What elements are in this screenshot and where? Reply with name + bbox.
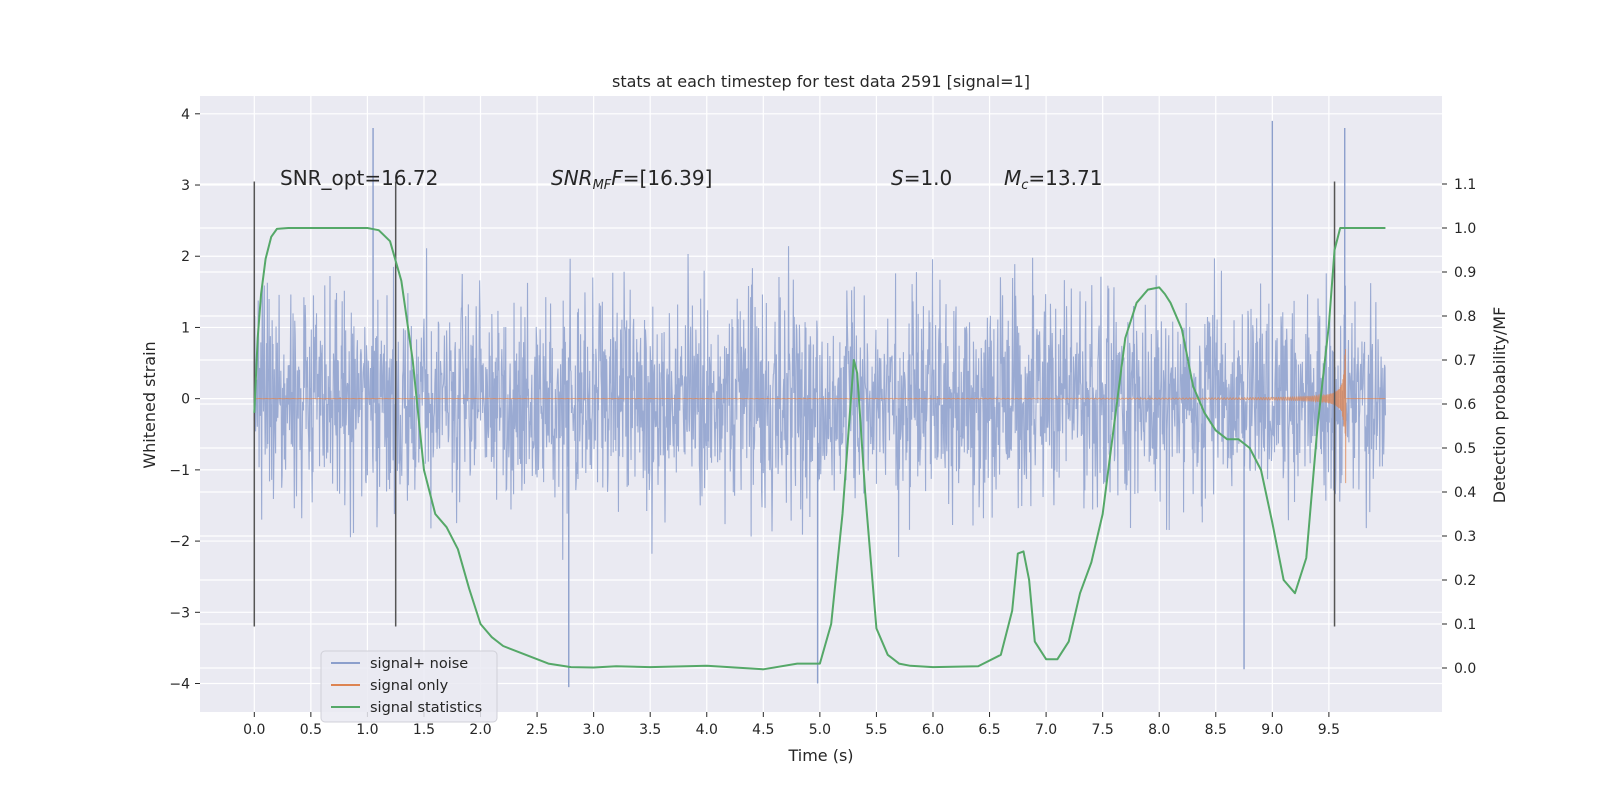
annotation-s-main: S — [891, 166, 904, 190]
x-tick-label: 3.5 — [639, 722, 661, 738]
x-tick-label: 3.0 — [583, 722, 605, 738]
annotation-snr-opt: SNR_opt=16.72 — [280, 166, 438, 190]
y2-tick-label: 0.7 — [1454, 353, 1476, 369]
y-tick-label: 2 — [181, 249, 190, 265]
chart-title: stats at each timestep for test data 259… — [612, 72, 1030, 91]
y2-tick-label: 0.3 — [1454, 529, 1476, 545]
annotation-snr-mf-sub: MF — [593, 178, 612, 193]
y-tick-label: 0 — [181, 392, 190, 408]
annotation-mc: Mc=13.71 — [1004, 166, 1102, 193]
annotation-snr-mf-value: =[16.39] — [623, 166, 713, 190]
annotation-s-value: =1.0 — [904, 166, 953, 190]
y2-tick-label: 0.1 — [1454, 617, 1476, 633]
series-signal-only — [254, 349, 1386, 484]
legend-label-signal-only: signal only — [370, 678, 449, 694]
x-tick-label: 1.5 — [413, 722, 435, 738]
y2-tick-label: 0.8 — [1454, 309, 1476, 325]
signal-plus-noise-line — [253, 246, 1386, 560]
x-tick-label: 0.0 — [243, 722, 265, 738]
y-tick-label: 3 — [181, 178, 190, 194]
y-tick-label: 1 — [181, 320, 190, 336]
y-tick-label: −4 — [169, 677, 190, 693]
y-axis-ticks: 4 3 2 1 0 −1 −2 −3 −4 — [169, 107, 200, 693]
y-tick-label: −3 — [169, 605, 190, 621]
y2-tick-label: 0.0 — [1454, 661, 1476, 677]
y2-axis-ticks: 1.1 1.0 0.9 0.8 0.7 0.6 0.5 0.4 0.3 0.2 0.1 0.0 — [1442, 177, 1476, 677]
x-tick-label: 8.5 — [1205, 722, 1227, 738]
x-tick-label: 2.0 — [469, 722, 491, 738]
y2-axis-label: Detection probability/MF — [1490, 307, 1509, 504]
x-tick-label: 5.0 — [809, 722, 831, 738]
x-tick-label: 7.5 — [1092, 722, 1114, 738]
y-axis-label: Whitened strain — [140, 341, 159, 468]
x-tick-label: 4.0 — [696, 722, 718, 738]
y2-tick-label: 1.1 — [1454, 177, 1476, 193]
x-tick-label: 9.5 — [1318, 722, 1340, 738]
legend-label-signal-plus-noise: signal+ noise — [370, 656, 468, 672]
annotation-s: S=1.0 — [891, 166, 952, 190]
signal-only-line — [254, 349, 1386, 484]
x-tick-label: 4.5 — [752, 722, 774, 738]
legend-label-signal-statistics: signal statistics — [370, 700, 482, 716]
x-tick-label: 1.0 — [356, 722, 378, 738]
x-tick-label: 7.0 — [1035, 722, 1057, 738]
y2-tick-label: 0.5 — [1454, 441, 1476, 457]
signal-statistics-line — [253, 227, 1386, 671]
x-tick-label: 9.0 — [1261, 722, 1283, 738]
series-signal-plus-noise — [253, 120, 1386, 688]
y2-tick-label: 1.0 — [1454, 221, 1476, 237]
annotation-mc-main: M — [1004, 166, 1021, 190]
annotation-mc-value: =13.71 — [1028, 166, 1102, 190]
legend: signal+ noise signal only signal statist… — [320, 650, 498, 723]
y-tick-label: −2 — [169, 534, 190, 550]
y-tick-label: −1 — [169, 463, 190, 479]
annotation-mc-sub: c — [1021, 178, 1028, 193]
y-tick-label: 4 — [181, 107, 190, 123]
annotation-snr-mf-main: SNR — [551, 166, 593, 190]
x-tick-label: 6.0 — [922, 722, 944, 738]
y2-tick-label: 0.2 — [1454, 573, 1476, 589]
x-tick-label: 0.5 — [300, 722, 322, 738]
x-tick-label: 6.5 — [978, 722, 1000, 738]
x-tick-label: 8.0 — [1148, 722, 1170, 738]
y2-tick-label: 0.9 — [1454, 265, 1476, 281]
legend-box — [320, 650, 498, 723]
y2-tick-label: 0.6 — [1454, 397, 1476, 413]
y2-tick-label: 0.4 — [1454, 485, 1476, 501]
annotation-snr-mf: SNRMFF=[16.39] — [551, 166, 712, 193]
x-tick-label: 2.5 — [526, 722, 548, 738]
x-axis-label: Time (s) — [787, 746, 853, 765]
x-axis-ticks: 0.0 0.5 1.0 1.5 2.0 2.5 3.0 3.5 4.0 4.5 5.0 5.5 6.0 6… — [243, 712, 1340, 738]
series-signal-statistics — [253, 227, 1386, 671]
x-tick-label: 5.5 — [865, 722, 887, 738]
